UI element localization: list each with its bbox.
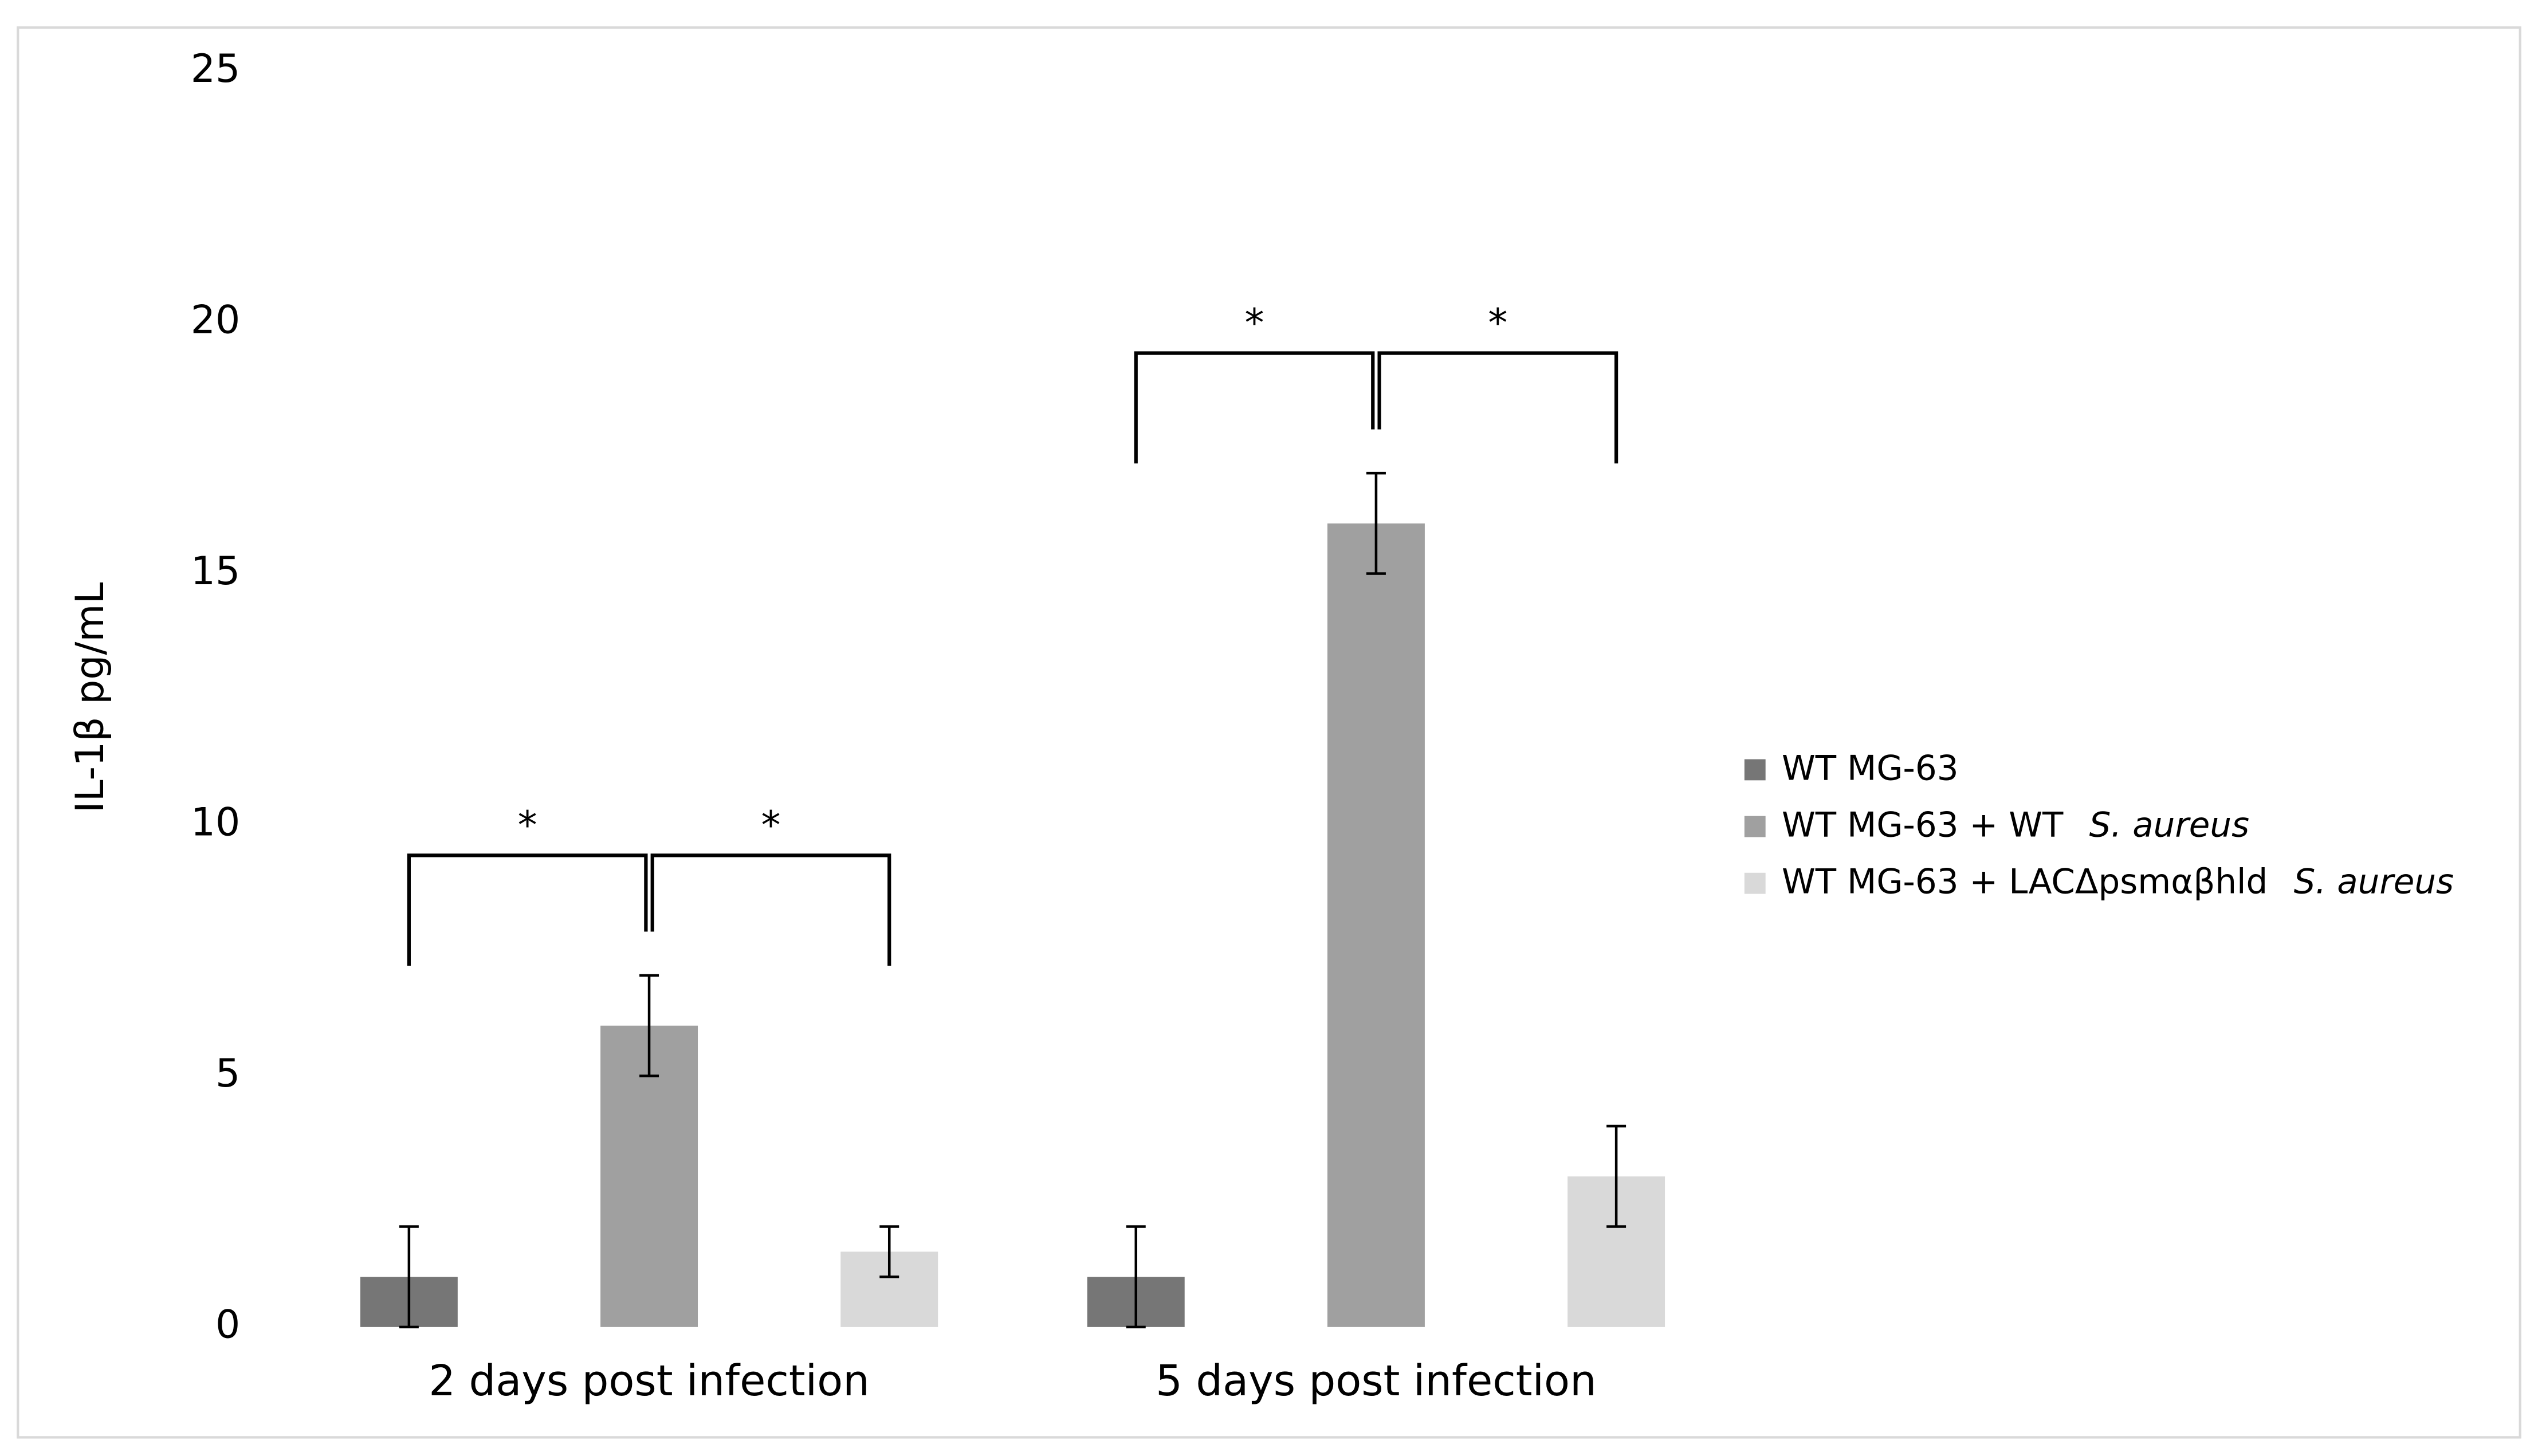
legend-label: WT MG-63 + WT S. aureus [1782,806,2249,845]
error-bar [399,1225,419,1329]
y-axis-label: IL-1β pg/mL [68,582,113,813]
x-tick-label: 5 days post infection [1156,1357,1597,1406]
legend-swatch [1744,816,1766,837]
legend-swatch [1744,759,1766,781]
legend-swatch [1744,872,1766,894]
significance-bracket [1134,351,1375,464]
significance-bracket [650,853,891,966]
significance-label: * [761,803,780,848]
y-tick-label: 10 [191,800,241,845]
y-tick-label: 25 [191,46,241,92]
error-bar [1366,471,1386,575]
legend-name: WT MG-63 + LACΔpsmαβhld [1782,863,2268,902]
legend-label: WT MG-63 [1782,749,1959,788]
significance-bracket [1377,351,1618,464]
significance-label: * [1245,301,1264,346]
significance-bracket [407,853,648,966]
chart-border [17,26,2521,1439]
y-tick-label: 15 [191,549,241,594]
error-bar [1606,1124,1626,1228]
legend-name: WT MG-63 [1782,749,1959,788]
error-bar [879,1225,899,1278]
legend-species: S. aureus [2089,806,2249,845]
significance-label: * [518,803,537,848]
bar [1327,523,1425,1327]
error-bar [1126,1225,1146,1329]
legend-label: WT MG-63 + LACΔpsmαβhld S. aureus [1782,863,2454,902]
legend-name: WT MG-63 + WT [1782,806,2064,845]
y-tick-label: 5 [215,1051,240,1096]
x-tick-label: 2 days post infection [429,1357,870,1406]
significance-label: * [1488,301,1507,346]
y-tick-label: 0 [215,1302,240,1347]
error-bar [639,974,659,1077]
y-tick-label: 20 [191,298,241,343]
legend-species: S. aureus [2294,863,2454,902]
